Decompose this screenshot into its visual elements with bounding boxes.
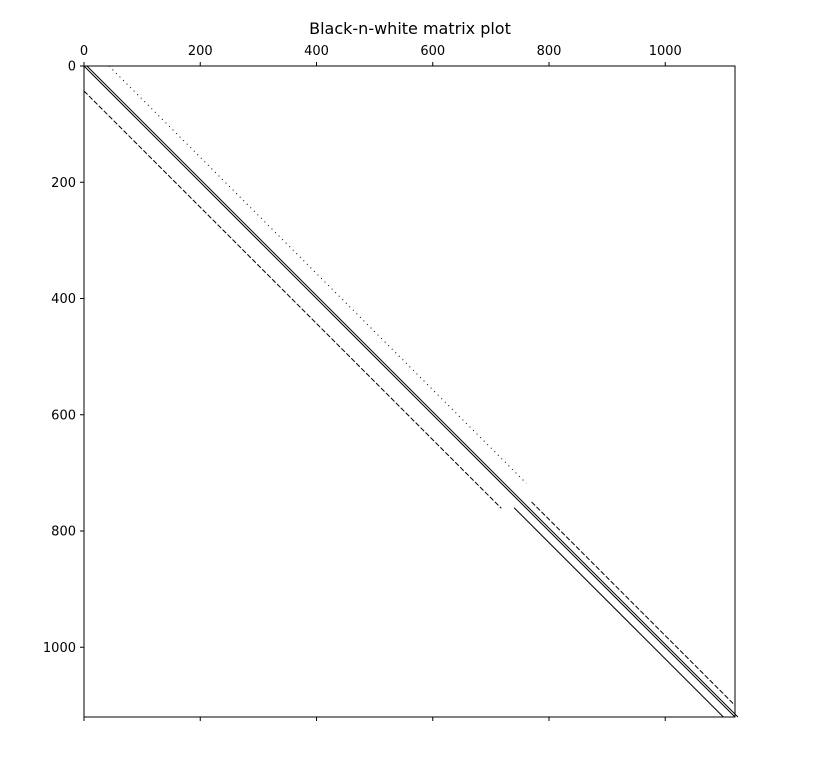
axes-frame <box>83 65 736 718</box>
diagonal-band-1 <box>83 65 736 718</box>
y-tick-label: 0 <box>68 60 76 75</box>
x-tick-label: 200 <box>188 44 213 59</box>
y-tick-label: 200 <box>51 176 76 191</box>
x-tick-label: 1000 <box>649 44 682 59</box>
y-tick-label: 600 <box>51 408 76 423</box>
x-tick-label: 400 <box>304 44 329 59</box>
diagonal-band-5 <box>531 501 736 706</box>
y-axis: 0 200 400 600 800 1000 <box>43 60 84 656</box>
diagonal-band-4 <box>83 90 502 509</box>
x-tick-label: 0 <box>80 44 88 59</box>
x-axis: 0 200 400 600 800 1000 <box>80 44 682 721</box>
y-tick-label: 400 <box>51 292 76 307</box>
y-tick-label: 800 <box>51 525 76 540</box>
diagonal-band-6 <box>513 507 724 718</box>
x-tick-label: 800 <box>537 44 562 59</box>
diagonal-band-3 <box>108 65 527 484</box>
plot-area <box>83 65 739 718</box>
chart-title: Black-n-white matrix plot <box>309 19 511 38</box>
y-tick-label: 1000 <box>43 641 76 656</box>
diagonal-band-2 <box>86 65 739 718</box>
x-tick-label: 600 <box>420 44 445 59</box>
